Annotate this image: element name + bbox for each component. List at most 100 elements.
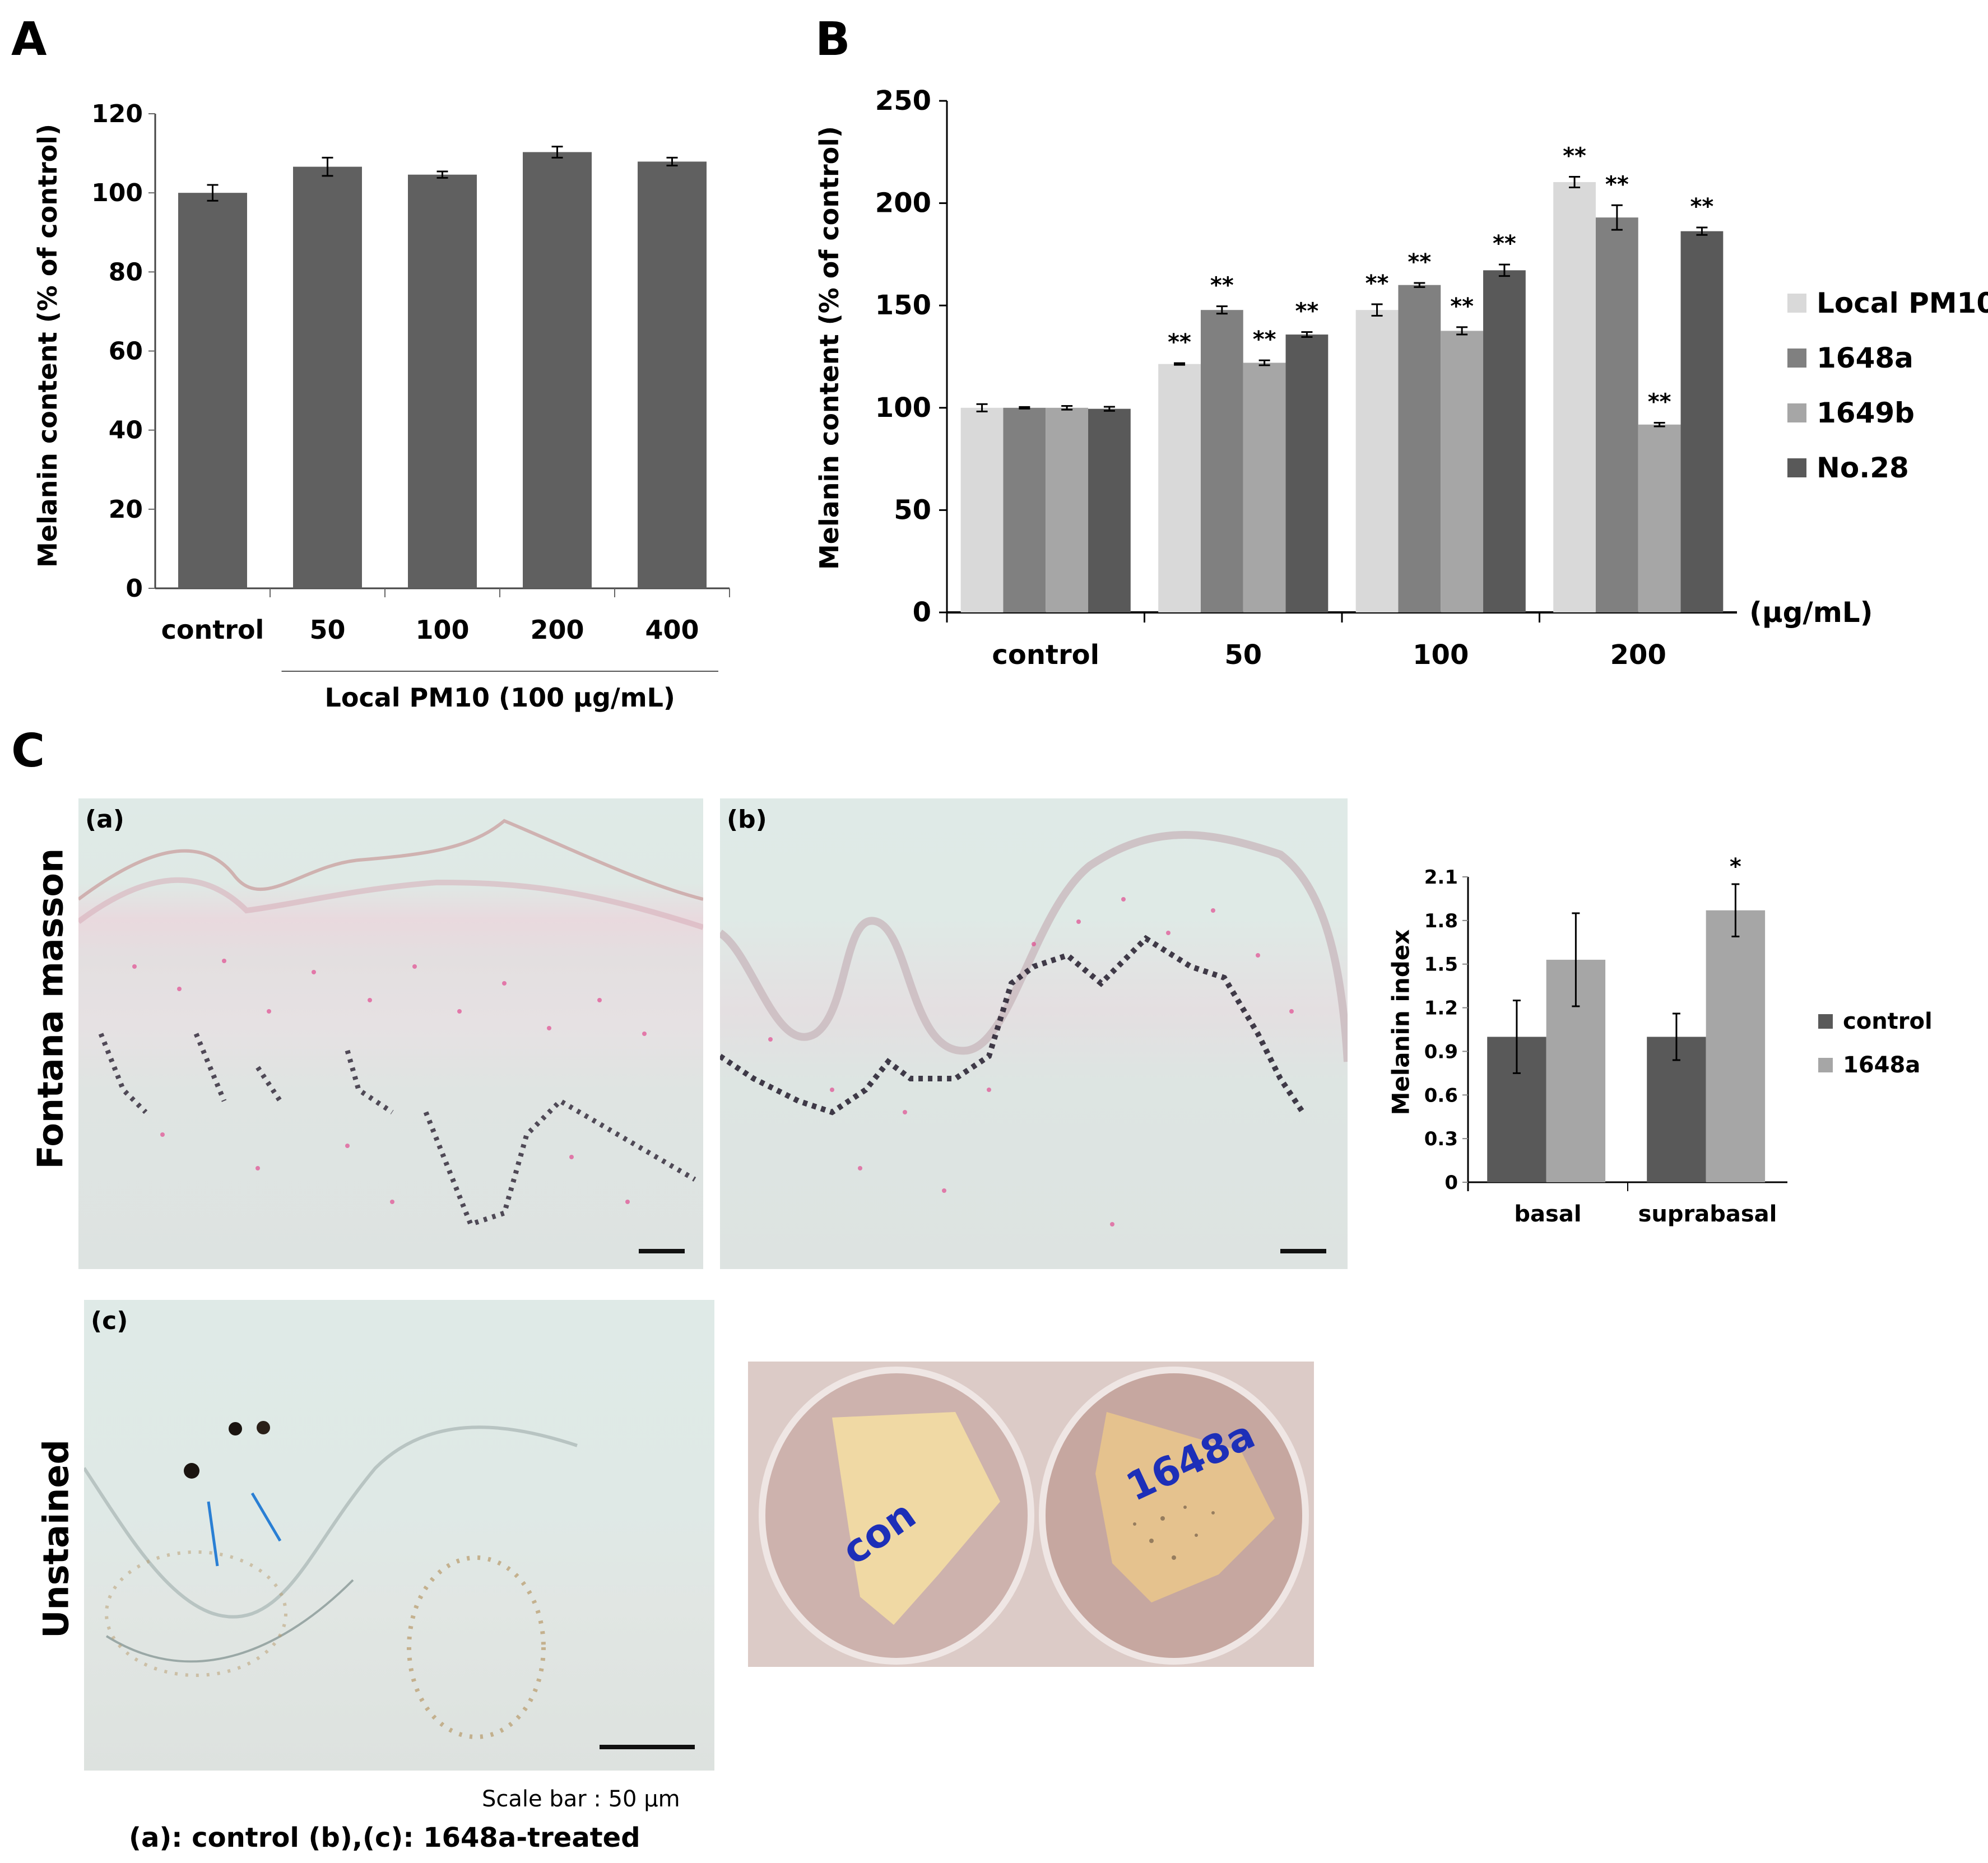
chart-a: Melanin content (% of control) 0 20 40 60 80…	[0, 0, 784, 728]
svg-text:0: 0	[1444, 1172, 1458, 1194]
bar-1648a-100	[1398, 285, 1441, 612]
legend-label: 1648a	[1843, 1052, 1921, 1078]
bar-1649b-200	[1638, 424, 1681, 612]
figure-caption: (a): control (b),(c): 1648a-treated	[129, 1822, 640, 1853]
svg-text:**: **	[1493, 231, 1516, 257]
scale-bar-c	[600, 1745, 695, 1749]
svg-text:control: control	[161, 615, 264, 645]
svg-text:60: 60	[109, 337, 143, 366]
tissue-texture-c	[84, 1421, 578, 1739]
bar-1649b-control	[1046, 407, 1089, 612]
svg-text:**: **	[1605, 171, 1629, 197]
bar-No.28-100	[1483, 270, 1526, 612]
svg-text:**: **	[1648, 389, 1671, 415]
legend-item-control: control	[1818, 1009, 1933, 1034]
legend-swatch-icon	[1787, 458, 1806, 477]
arrow-icon	[207, 1501, 219, 1567]
micrograph-a-label: (a)	[85, 805, 124, 834]
legend-swatch-icon	[1818, 1014, 1833, 1029]
chart-c-plot: 0 0.3 0.6 0.9 1.2 1.5 1.8 2.1 basal * suprabasal	[1424, 854, 1787, 1227]
bar-No.28-50	[1285, 334, 1329, 612]
tissue-texture-a	[78, 819, 703, 1228]
bar-1648a-50	[1200, 310, 1243, 612]
legend-label: control	[1843, 1009, 1933, 1034]
svg-text:1.2: 1.2	[1424, 997, 1458, 1020]
svg-text:0: 0	[913, 597, 931, 628]
legend-item-local-pm10: Local PM10	[1787, 287, 1988, 319]
explant-photo-drawing: con 1648a	[748, 1362, 1314, 1667]
bar-400	[638, 161, 707, 588]
legend-swatch-icon	[1818, 1058, 1833, 1072]
svg-text:40: 40	[109, 416, 143, 445]
svg-text:100: 100	[875, 392, 931, 424]
svg-text:**: **	[1210, 273, 1234, 299]
legend-swatch-icon	[1787, 403, 1806, 422]
row-label-fontana-masson: Fontana masson	[30, 848, 71, 1169]
bar-control-suprabasal	[1647, 1037, 1706, 1182]
legend-swatch-icon	[1787, 349, 1806, 368]
micrograph-c-unstained: (c)	[84, 1300, 714, 1771]
bar-Local PM10-50	[1158, 364, 1201, 612]
scale-bar-caption: Scale bar : 50 µm	[482, 1786, 680, 1812]
svg-text:0.9: 0.9	[1424, 1040, 1458, 1063]
svg-text:1.5: 1.5	[1424, 954, 1458, 976]
bar-Local PM10-200	[1553, 182, 1596, 613]
chart-b-x-unit: (µg/mL)	[1749, 596, 1873, 629]
chart-c: Melanin index 0 0.3 0.6 0.9 1.2 1.5 1.8 2.1 basa…	[1356, 840, 1988, 1261]
svg-text:1.8: 1.8	[1424, 910, 1458, 932]
svg-text:100: 100	[415, 615, 469, 645]
svg-text:**: **	[1450, 294, 1474, 319]
svg-text:basal: basal	[1514, 1201, 1581, 1227]
svg-text:150: 150	[875, 290, 931, 321]
scale-bar-a	[639, 1249, 685, 1253]
svg-text:0: 0	[126, 574, 143, 603]
svg-text:50: 50	[894, 494, 931, 526]
scale-bar-b	[1280, 1249, 1326, 1253]
bar-Local PM10-control	[960, 407, 1004, 612]
svg-text:**: **	[1408, 249, 1431, 275]
legend-label: Local PM10	[1817, 287, 1988, 319]
svg-text:*: *	[1730, 854, 1741, 880]
svg-text:200: 200	[530, 615, 584, 645]
bar-1648a-control	[1003, 407, 1046, 612]
svg-text:80: 80	[109, 258, 143, 286]
svg-text:200: 200	[875, 188, 931, 219]
svg-text:**: **	[1295, 299, 1319, 324]
svg-text:control: control	[992, 639, 1099, 671]
svg-text:200: 200	[1610, 639, 1666, 671]
chart-b-plot: 0 50 100 150 200 250 control ** ** ** ** 50 ** ** ** **…	[875, 85, 1737, 671]
bar-1648a-200	[1595, 217, 1638, 612]
bar-1648a-suprabasal	[1706, 910, 1766, 1182]
svg-text:0.3: 0.3	[1424, 1128, 1458, 1150]
svg-text:0.6: 0.6	[1424, 1084, 1458, 1107]
row-label-unstained: Unstained	[35, 1439, 77, 1638]
svg-text:120: 120	[91, 100, 143, 128]
micrograph-c-label: (c)	[91, 1307, 128, 1335]
panel-label-b: B	[815, 13, 851, 66]
legend-item-no-28: No.28	[1787, 452, 1988, 484]
svg-text:suprabasal: suprabasal	[1638, 1201, 1777, 1227]
arrow-icon	[250, 1492, 282, 1542]
micrograph-b-label: (b)	[727, 805, 767, 834]
panel-label-c: C	[11, 724, 45, 778]
chart-a-plot: 0 20 40 60 80 100 120 control 50 100 200 400	[91, 100, 730, 672]
legend-swatch-icon	[1787, 294, 1806, 313]
micrograph-b-treated: (b)	[720, 798, 1348, 1269]
bar-1649b-50	[1243, 363, 1286, 612]
bar-50	[293, 166, 362, 588]
svg-text:**: **	[1365, 271, 1389, 296]
svg-text:20: 20	[109, 495, 143, 524]
svg-text:2.1: 2.1	[1424, 866, 1458, 889]
chart-c-legend: control 1648a	[1818, 1009, 1933, 1078]
bar-No.28-200	[1680, 231, 1724, 612]
legend-item-1648a: 1648a	[1818, 1052, 1933, 1078]
chart-b: Melanin content (% of control) 0 50 100 150…	[784, 0, 1988, 728]
legend-item-1648a: 1648a	[1787, 342, 1988, 374]
svg-text:250: 250	[875, 85, 931, 117]
bar-control	[178, 193, 247, 589]
panel-label-a: A	[11, 13, 47, 66]
svg-text:**: **	[1563, 143, 1586, 169]
bar-Local PM10-100	[1355, 310, 1399, 612]
bar-100	[408, 174, 477, 588]
legend-label: 1648a	[1817, 342, 1913, 374]
